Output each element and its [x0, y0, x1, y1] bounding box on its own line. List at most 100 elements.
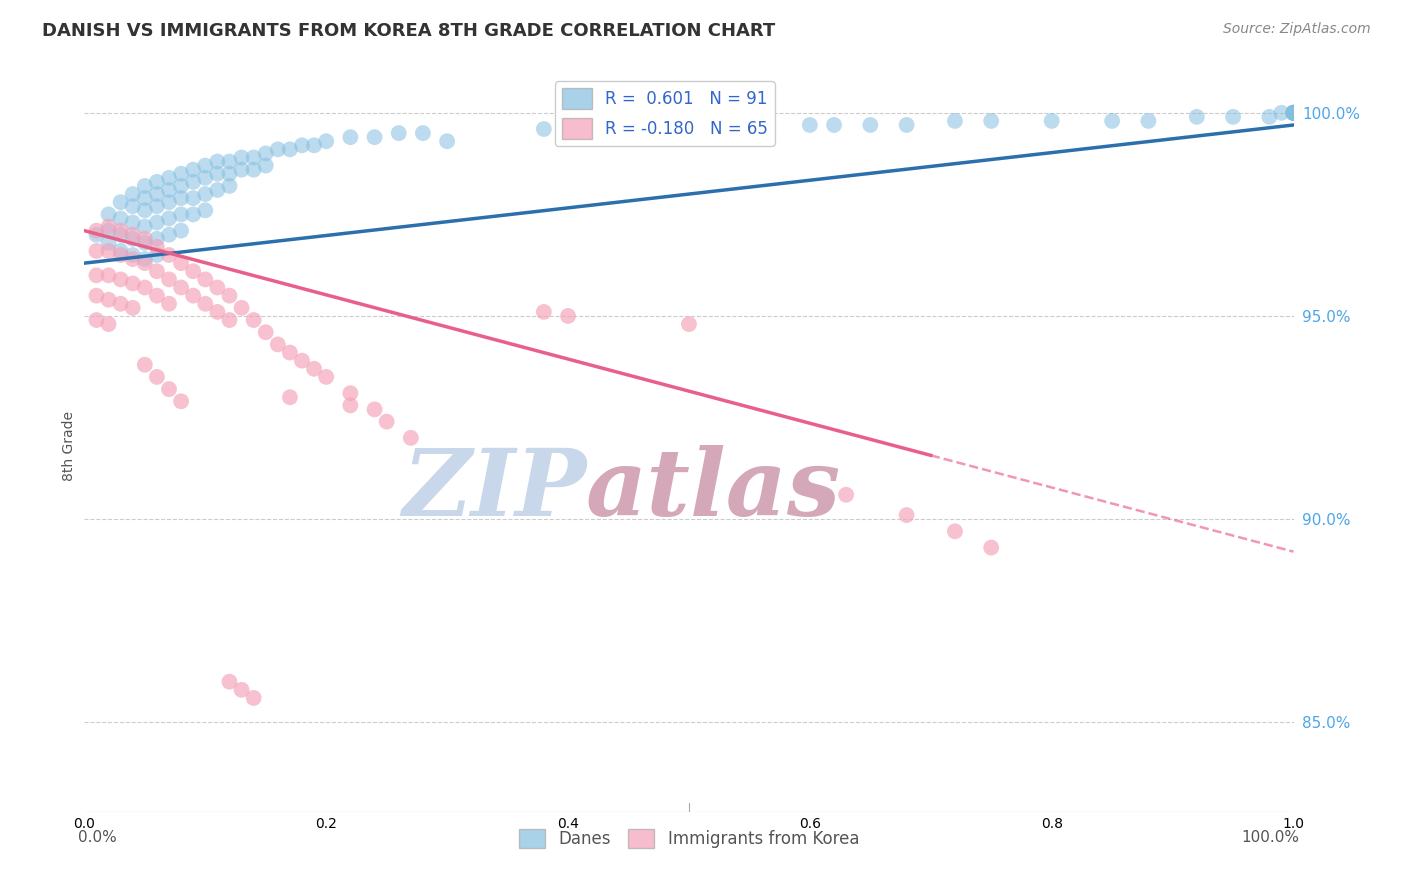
- Point: [146, 175, 169, 189]
- Point: [1270, 105, 1292, 120]
- Point: [170, 207, 193, 221]
- Point: [121, 301, 143, 315]
- Point: [86, 268, 108, 283]
- Point: [146, 264, 169, 278]
- Point: [194, 272, 217, 286]
- Point: [207, 280, 229, 294]
- Point: [1282, 105, 1305, 120]
- Point: [97, 235, 120, 250]
- Point: [823, 118, 845, 132]
- Point: [218, 167, 240, 181]
- Point: [533, 122, 555, 136]
- Point: [170, 178, 193, 193]
- Point: [110, 297, 132, 311]
- Point: [134, 252, 156, 266]
- Point: [1282, 105, 1305, 120]
- Point: [181, 162, 204, 177]
- Text: Source: ZipAtlas.com: Source: ZipAtlas.com: [1223, 22, 1371, 37]
- Point: [86, 224, 108, 238]
- Point: [134, 203, 156, 218]
- Point: [1258, 110, 1281, 124]
- Point: [170, 394, 193, 409]
- Point: [194, 170, 217, 185]
- Point: [97, 244, 120, 258]
- Point: [157, 272, 180, 286]
- Point: [134, 280, 156, 294]
- Point: [157, 183, 180, 197]
- Point: [157, 211, 180, 226]
- Point: [231, 301, 253, 315]
- Point: [86, 244, 108, 258]
- Point: [121, 252, 143, 266]
- Point: [1282, 105, 1305, 120]
- Point: [121, 187, 143, 202]
- Point: [207, 154, 229, 169]
- Point: [412, 126, 434, 140]
- Point: [943, 524, 966, 539]
- Point: [97, 219, 120, 234]
- Point: [388, 126, 411, 140]
- Point: [134, 358, 156, 372]
- Text: 0.0%: 0.0%: [79, 830, 117, 845]
- Point: [278, 390, 301, 404]
- Point: [218, 288, 240, 302]
- Point: [218, 178, 240, 193]
- Point: [110, 195, 132, 210]
- Point: [110, 211, 132, 226]
- Point: [134, 219, 156, 234]
- Point: [121, 199, 143, 213]
- Point: [436, 134, 458, 148]
- Point: [194, 159, 217, 173]
- Point: [315, 134, 337, 148]
- Point: [678, 317, 700, 331]
- Point: [943, 114, 966, 128]
- Point: [146, 288, 169, 302]
- Point: [207, 305, 229, 319]
- Text: DANISH VS IMMIGRANTS FROM KOREA 8TH GRADE CORRELATION CHART: DANISH VS IMMIGRANTS FROM KOREA 8TH GRAD…: [42, 22, 776, 40]
- Legend: Danes, Immigrants from Korea: Danes, Immigrants from Korea: [512, 822, 866, 855]
- Point: [1137, 114, 1160, 128]
- Point: [1282, 105, 1305, 120]
- Point: [170, 256, 193, 270]
- Point: [157, 227, 180, 242]
- Point: [86, 288, 108, 302]
- Point: [157, 195, 180, 210]
- Point: [1282, 105, 1305, 120]
- Point: [97, 317, 120, 331]
- Point: [315, 370, 337, 384]
- Point: [533, 305, 555, 319]
- Point: [399, 431, 422, 445]
- Point: [1282, 105, 1305, 120]
- Point: [157, 170, 180, 185]
- Point: [146, 370, 169, 384]
- Point: [557, 122, 579, 136]
- Point: [1282, 105, 1305, 120]
- Point: [278, 345, 301, 359]
- Point: [181, 288, 204, 302]
- Point: [254, 325, 277, 339]
- Point: [980, 114, 1002, 128]
- Point: [339, 386, 361, 401]
- Point: [181, 264, 204, 278]
- Point: [254, 146, 277, 161]
- Point: [157, 382, 180, 396]
- Point: [267, 337, 290, 351]
- Point: [291, 138, 314, 153]
- Point: [231, 162, 253, 177]
- Text: ZIP: ZIP: [402, 445, 586, 535]
- Y-axis label: 8th Grade: 8th Grade: [62, 411, 76, 481]
- Point: [86, 313, 108, 327]
- Point: [207, 183, 229, 197]
- Point: [1282, 105, 1305, 120]
- Point: [170, 167, 193, 181]
- Point: [896, 118, 918, 132]
- Point: [231, 682, 253, 697]
- Point: [146, 248, 169, 262]
- Point: [110, 244, 132, 258]
- Point: [181, 175, 204, 189]
- Point: [157, 248, 180, 262]
- Point: [980, 541, 1002, 555]
- Point: [110, 248, 132, 262]
- Point: [1282, 105, 1305, 120]
- Point: [1185, 110, 1208, 124]
